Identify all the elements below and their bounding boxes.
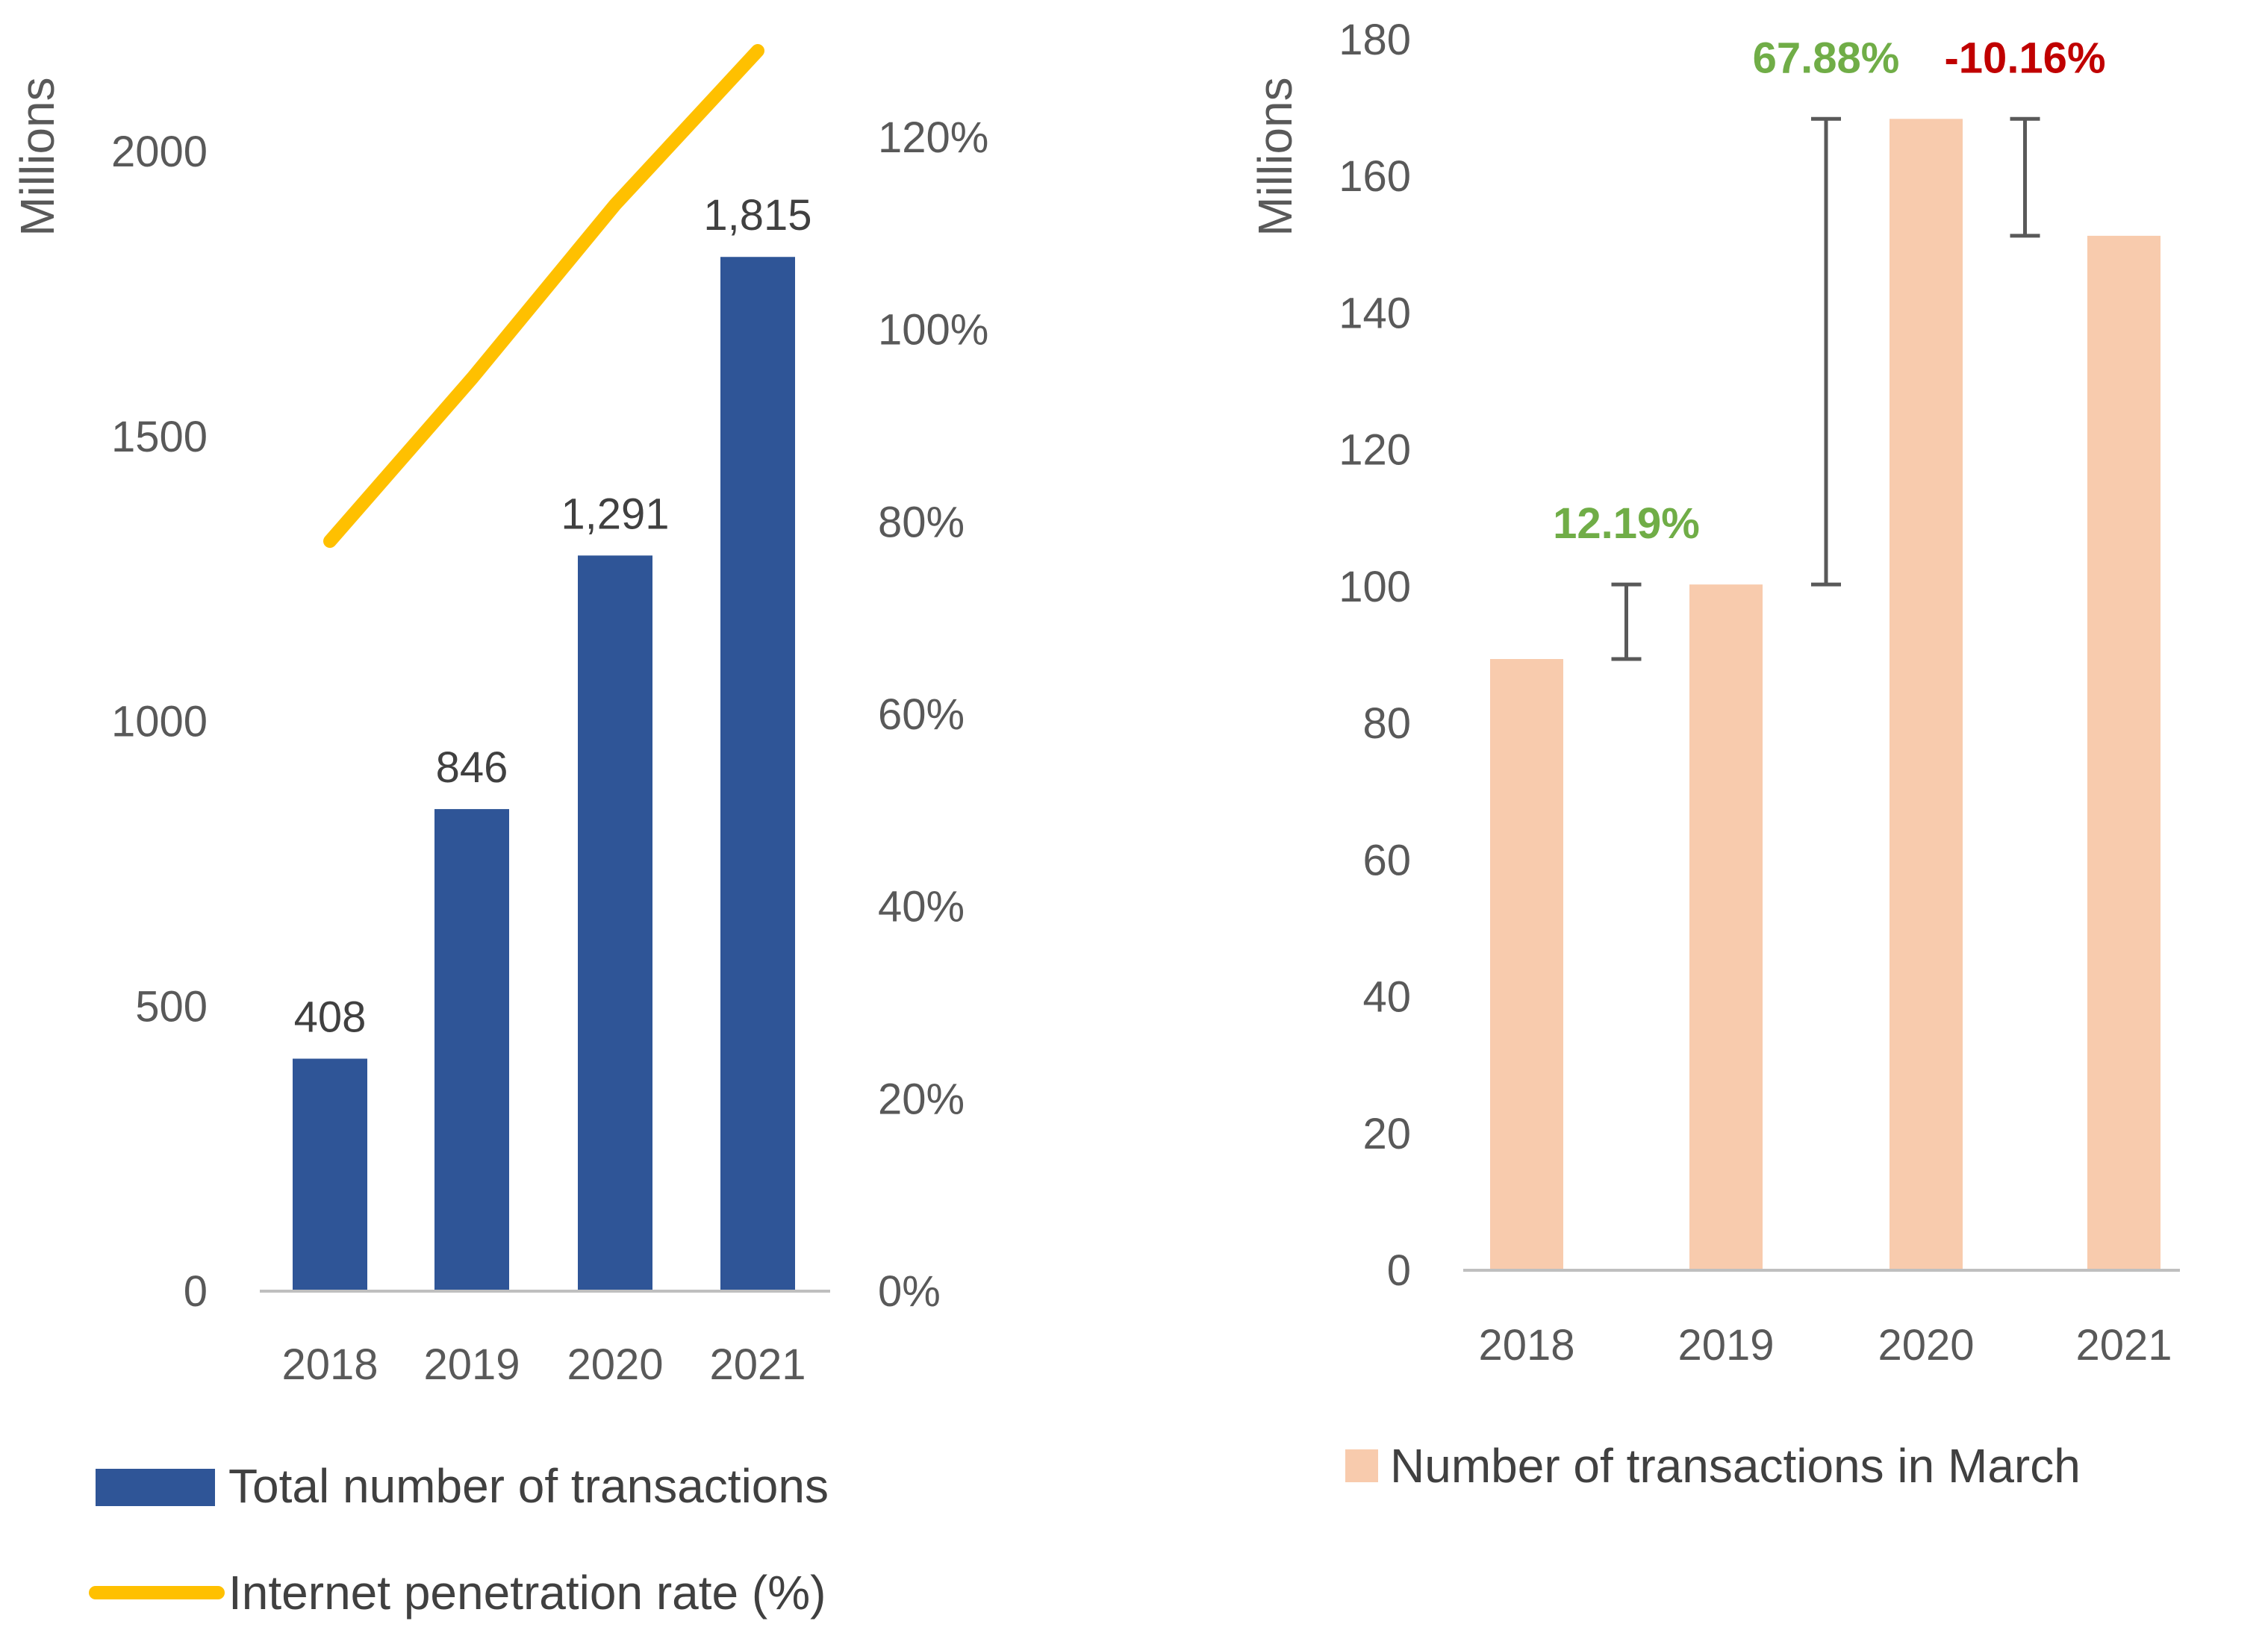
y-axis-title: Millions (10, 77, 64, 236)
bar-march-transactions (1890, 119, 1963, 1270)
y-tick-label: 1000 (111, 698, 208, 746)
bar-march-transactions (1490, 658, 1563, 1270)
y2-tick-label: 80% (878, 498, 965, 546)
y2-tick-label: 40% (878, 883, 965, 931)
y-tick-label: 120 (1339, 426, 1411, 475)
y-tick-label: 60 (1362, 836, 1411, 884)
change-annotation-label: 67.88% (1753, 34, 1900, 82)
x-tick-label: 2018 (1478, 1321, 1574, 1370)
bar-march-transactions (2087, 235, 2160, 1271)
y-tick-label: 500 (135, 982, 208, 1031)
x-tick-label: 2019 (423, 1340, 520, 1389)
legend-label: Total number of transactions (228, 1459, 829, 1513)
y2-tick-label: 120% (878, 113, 988, 162)
y-tick-label: 80 (1362, 699, 1411, 748)
y-tick-label: 1500 (111, 413, 208, 461)
change-annotation-label: 12.19% (1553, 499, 1700, 548)
y-tick-label: 160 (1339, 152, 1411, 201)
legend-label: Number of transactions in March (1390, 1439, 2081, 1493)
x-tick-label: 2018 (281, 1340, 378, 1389)
bar-total-transactions (293, 1058, 367, 1291)
y-tick-label: 140 (1339, 289, 1411, 337)
y2-tick-label: 20% (878, 1075, 965, 1123)
bar-march-transactions (1689, 584, 1763, 1270)
bar-data-label: 1,815 (703, 191, 811, 240)
bar-data-label: 1,291 (561, 490, 669, 538)
y-tick-label: 100 (1339, 563, 1411, 611)
y-tick-label: 40 (1362, 973, 1411, 1022)
y-axis-title: Millions (1248, 77, 1302, 236)
bar-data-label: 408 (294, 993, 367, 1041)
line-internet-penetration (323, 44, 764, 549)
y-tick-label: 0 (184, 1267, 208, 1316)
line-point (757, 50, 758, 52)
y2-tick-label: 100% (878, 306, 988, 355)
legend-label: Internet penetration rate (%) (228, 1566, 826, 1620)
line-point (329, 540, 331, 543)
line-point (614, 204, 616, 206)
bar-data-label: 846 (436, 743, 508, 792)
y-tick-label: 180 (1339, 16, 1411, 64)
x-tick-label: 2020 (1878, 1321, 1974, 1370)
y2-tick-label: 0% (878, 1267, 941, 1316)
line-point (472, 377, 473, 379)
x-tick-label: 2019 (1677, 1321, 1774, 1370)
change-annotation-label: -10.16% (1944, 34, 2105, 82)
bar-total-transactions (720, 257, 795, 1291)
y-tick-label: 20 (1362, 1110, 1411, 1158)
x-tick-label: 2020 (567, 1340, 663, 1389)
y-tick-label: 2000 (111, 128, 208, 176)
x-tick-label: 2021 (709, 1340, 806, 1389)
bar-total-transactions (434, 809, 509, 1291)
x-tick-label: 2021 (2075, 1321, 2172, 1370)
right-chart-march-transactions: Millions 0 20 40 60 80 100 120 140 160 180 2018 2019… (1248, 16, 2180, 1493)
y2-tick-label: 60% (878, 690, 965, 739)
left-chart-transactions-and-penetration: Millions 0 500 1000 1500 2000 0% 20% 40% 60% 80% 10… (10, 44, 988, 1620)
legend-swatch-bar (96, 1469, 215, 1506)
bar-total-transactions (578, 555, 652, 1291)
legend-swatch-bar (1345, 1449, 1378, 1482)
y-tick-label: 0 (1387, 1246, 1411, 1295)
